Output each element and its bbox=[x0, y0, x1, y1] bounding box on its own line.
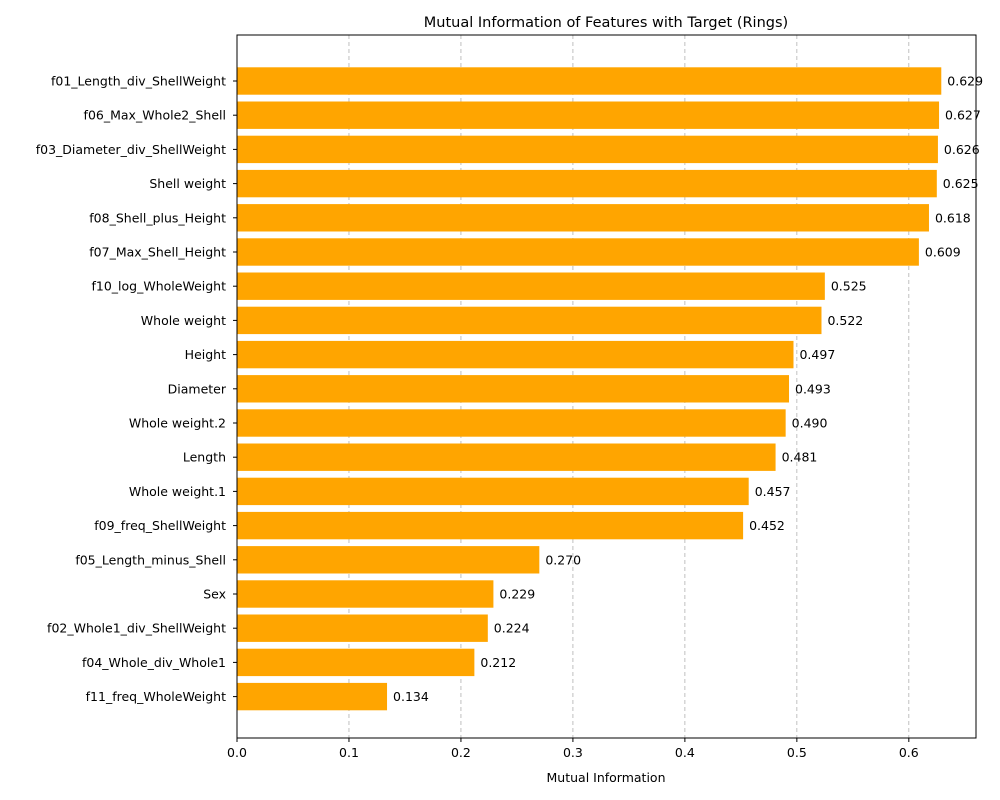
bar-value-label: 0.627 bbox=[945, 108, 981, 123]
y-tick-label: f01_Length_div_ShellWeight bbox=[51, 74, 226, 89]
bar-value-label: 0.270 bbox=[545, 552, 581, 567]
bar-value-label: 0.629 bbox=[947, 74, 983, 89]
x-tick-label: 0.2 bbox=[451, 745, 471, 760]
bar bbox=[237, 682, 388, 711]
bar bbox=[237, 135, 938, 164]
bar-value-label: 0.497 bbox=[799, 347, 835, 362]
bar bbox=[237, 272, 825, 300]
bar bbox=[237, 614, 488, 642]
bar bbox=[237, 101, 940, 129]
y-tick-label: f08_Shell_plus_Height bbox=[89, 210, 226, 225]
bar bbox=[237, 204, 929, 232]
x-tick-label: 0.3 bbox=[563, 745, 583, 760]
bar-value-label: 0.229 bbox=[499, 587, 535, 602]
bars-layer bbox=[237, 67, 942, 711]
y-tick-label: f02_Whole1_div_ShellWeight bbox=[47, 621, 226, 636]
y-tick-label: Length bbox=[183, 450, 226, 465]
bar bbox=[237, 375, 790, 403]
labels-layer: 0.629 0.627 0.626 0.625 0.618 0.609 0.525 0.522… bbox=[393, 74, 983, 705]
bar-value-label: 0.224 bbox=[494, 621, 530, 636]
x-axis-label: Mutual Information bbox=[547, 770, 666, 785]
y-tick-label: f10_log_WholeWeight bbox=[91, 279, 226, 294]
bar bbox=[237, 409, 786, 437]
y-tick-label: f09_freq_ShellWeight bbox=[94, 518, 226, 533]
x-tick-label: 0.1 bbox=[339, 745, 359, 760]
bar-value-label: 0.134 bbox=[393, 689, 429, 704]
x-tick-label: 0.6 bbox=[899, 745, 919, 760]
bar-value-label: 0.493 bbox=[795, 381, 831, 396]
bar bbox=[237, 238, 919, 266]
y-tick-label: Whole weight.1 bbox=[129, 484, 226, 499]
y-tick-label: f04_Whole_div_Whole1 bbox=[82, 655, 226, 670]
bar bbox=[237, 340, 794, 369]
x-tick-label: 0.4 bbox=[675, 745, 695, 760]
axis-layer: 0.0 0.1 0.2 0.3 0.4 0.5 0.6 f01_Length_div_Shel… bbox=[36, 34, 977, 760]
chart-title: Mutual Information of Features with Targ… bbox=[424, 15, 788, 31]
bar-value-label: 0.212 bbox=[480, 655, 516, 670]
y-tick-label: Height bbox=[185, 347, 226, 362]
y-tick-label: Whole weight.2 bbox=[129, 416, 226, 431]
bar bbox=[237, 443, 776, 471]
x-tick-label: 0.5 bbox=[787, 745, 807, 760]
bar-value-label: 0.618 bbox=[935, 210, 971, 225]
bar bbox=[237, 169, 937, 198]
bar-value-label: 0.625 bbox=[943, 176, 979, 191]
bar-value-label: 0.525 bbox=[831, 279, 867, 294]
y-tick-label: Sex bbox=[203, 587, 226, 602]
bar-value-label: 0.457 bbox=[755, 484, 791, 499]
bar-value-label: 0.522 bbox=[827, 313, 863, 328]
x-tick-label: 0.0 bbox=[227, 745, 247, 760]
y-tick-label: f11_freq_WholeWeight bbox=[86, 689, 226, 704]
y-tick-label: Shell weight bbox=[149, 176, 226, 191]
y-tick-label: f05_Length_minus_Shell bbox=[75, 552, 226, 567]
bar-value-label: 0.626 bbox=[944, 142, 980, 157]
bar bbox=[237, 511, 744, 540]
bar bbox=[237, 648, 475, 677]
bar bbox=[237, 306, 822, 335]
bar bbox=[237, 477, 749, 506]
bar-value-label: 0.609 bbox=[925, 245, 961, 260]
plot-frame bbox=[236, 34, 977, 739]
bar bbox=[237, 67, 942, 95]
y-tick-label: f03_Diameter_div_ShellWeight bbox=[36, 142, 226, 157]
y-tick-label: f06_Max_Whole2_Shell bbox=[84, 108, 226, 123]
bar-value-label: 0.452 bbox=[749, 518, 785, 533]
y-tick-label: Diameter bbox=[168, 381, 227, 396]
bar-value-label: 0.490 bbox=[792, 416, 828, 431]
bar bbox=[237, 580, 494, 608]
y-tick-label: Whole weight bbox=[141, 313, 226, 328]
y-tick-label: f07_Max_Shell_Height bbox=[89, 245, 226, 260]
bar bbox=[237, 546, 540, 574]
bar-value-label: 0.481 bbox=[782, 450, 818, 465]
